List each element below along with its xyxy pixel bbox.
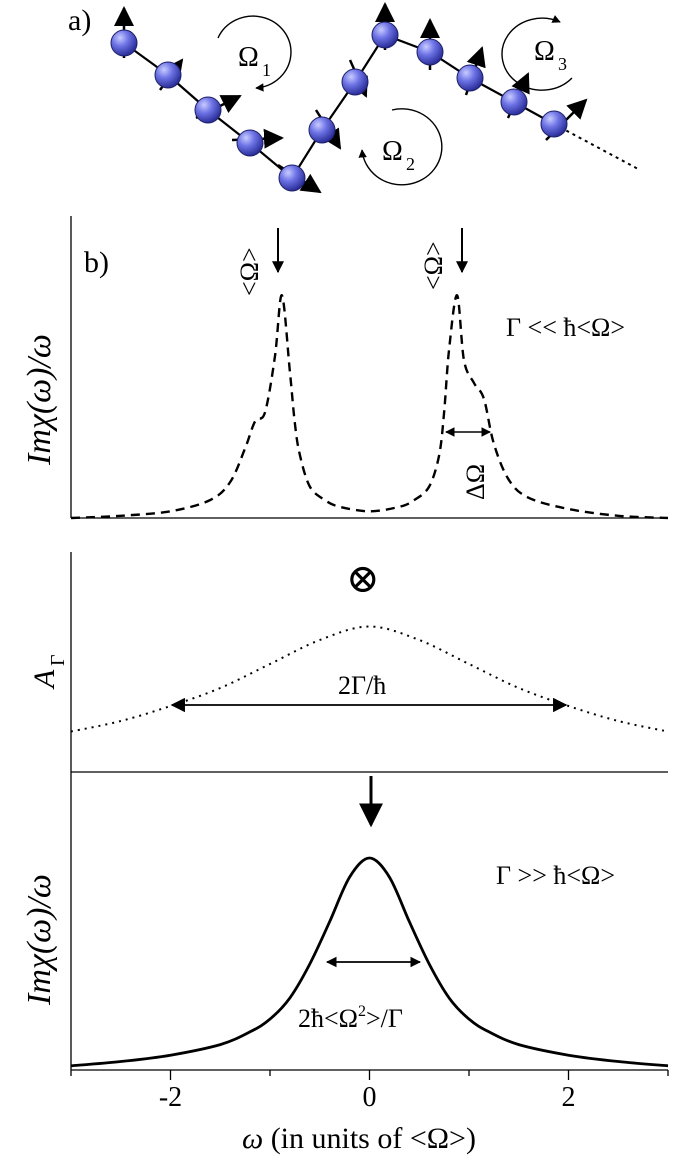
convolution-symbol: ⊗ bbox=[346, 556, 380, 601]
x-axis-label: ω (in units of <Ω>) bbox=[242, 1122, 476, 1155]
svg-text:Γ: Γ bbox=[47, 654, 69, 666]
panel-b-axes bbox=[70, 216, 668, 1071]
omega-2-label: Ω 2 bbox=[382, 136, 415, 174]
narrow-width-indicator: 2ħ<Ω2>/Γ bbox=[298, 956, 422, 1033]
spin-site bbox=[308, 116, 336, 144]
svg-text:3: 3 bbox=[558, 54, 567, 74]
spin-site bbox=[194, 96, 222, 124]
panel-a: a) bbox=[68, 2, 641, 194]
svg-text:Ω: Ω bbox=[238, 42, 259, 73]
panel-a-label: a) bbox=[68, 4, 91, 37]
spin-site bbox=[500, 88, 528, 116]
svg-text:2Γ/ħ: 2Γ/ħ bbox=[338, 671, 386, 700]
spin-site bbox=[236, 129, 264, 157]
x-axis-ticks: -2 0 2 bbox=[70, 1070, 669, 1113]
x-tick-label: 0 bbox=[363, 1082, 377, 1113]
omega-1-label: Ω 1 bbox=[238, 42, 271, 80]
spin-site bbox=[416, 38, 444, 66]
panel-b-label: b) bbox=[84, 246, 109, 279]
spin-sites bbox=[110, 21, 568, 192]
gamma-width-indicator: 2Γ/ħ bbox=[170, 671, 568, 713]
spin-site bbox=[110, 29, 138, 57]
regime-high-label: Γ >> ħ<Ω> bbox=[496, 861, 615, 890]
spin-site bbox=[278, 164, 306, 192]
right-peak-marker: <Ω> bbox=[419, 228, 468, 290]
spin-site bbox=[371, 21, 399, 49]
svg-text:<Ω>: <Ω> bbox=[235, 247, 264, 296]
svg-text:ΔΩ: ΔΩ bbox=[461, 464, 490, 500]
svg-text:1: 1 bbox=[262, 60, 271, 80]
precession-arc-2 bbox=[358, 108, 443, 186]
spin-site bbox=[154, 61, 182, 89]
spin-chain-tail bbox=[553, 123, 641, 171]
omega-3-label: Ω 3 bbox=[534, 36, 567, 74]
left-peak-marker: <Ω> bbox=[235, 228, 284, 296]
svg-text:2: 2 bbox=[406, 154, 415, 174]
svg-text:A: A bbox=[28, 669, 61, 690]
svg-text:Ω: Ω bbox=[382, 136, 403, 167]
bottom-ylabel: Imχ(ω)/ω bbox=[21, 874, 58, 1006]
spin-site bbox=[456, 64, 484, 92]
x-tick-label: -2 bbox=[159, 1082, 182, 1113]
spectrum-bottom-solid-series bbox=[70, 856, 669, 1068]
svg-text:<Ω>: <Ω> bbox=[419, 241, 448, 290]
regime-low-label: Γ << ħ<Ω> bbox=[506, 313, 625, 342]
middle-ylabel: A Γ bbox=[28, 654, 69, 690]
top-ylabel: Imχ(ω)/ω bbox=[21, 334, 58, 466]
svg-text:Ω: Ω bbox=[534, 36, 555, 67]
spin-site bbox=[341, 68, 369, 96]
spin-site bbox=[540, 110, 568, 138]
x-tick-label: 2 bbox=[562, 1082, 576, 1113]
delta-omega-indicator: ΔΩ bbox=[445, 427, 491, 500]
narrow-width-label: 2ħ<Ω2>/Γ bbox=[298, 1003, 403, 1033]
broadening-function-dotted-series bbox=[70, 625, 669, 733]
precession-arc-3 bbox=[501, 15, 573, 91]
spin-chain-backbone bbox=[123, 33, 555, 180]
precession-arc-1 bbox=[217, 15, 292, 92]
